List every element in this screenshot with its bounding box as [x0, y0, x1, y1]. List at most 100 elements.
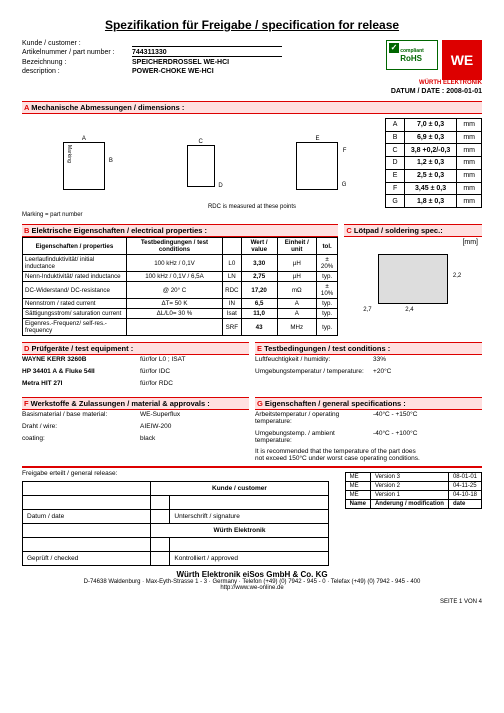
kv-key: coating:	[22, 435, 131, 442]
etable-cell: typ.	[316, 309, 338, 319]
dim-key: F	[386, 182, 404, 195]
kv-val: -40°C - +100°C	[373, 430, 482, 444]
artno-value: 744311330	[132, 49, 282, 57]
ver-cell: date	[448, 500, 481, 509]
dim-label-g: G	[342, 182, 347, 188]
lotpad-unit: [mm]	[344, 237, 482, 248]
dim-val: 1,8 ± 0,3	[404, 195, 457, 208]
etable-cell: @ 20° C	[126, 282, 222, 299]
dim-key: A	[386, 119, 404, 132]
etable-cell: µH	[277, 255, 316, 272]
etable-head: tol.	[316, 238, 338, 255]
wurth-text: WÜRTH ELEKTRONIK	[386, 80, 482, 86]
section-e-title: Testbedingungen / test conditions :	[262, 344, 390, 353]
sig-wurth: Würth Elektronik	[151, 524, 328, 538]
dim-unit: mm	[457, 195, 482, 208]
mech-drawing: A Marking B C D E F G	[22, 118, 379, 208]
etable-head: Wert / value	[241, 238, 277, 255]
section-f-title: Werkstoffe & Zulassungen / material & ap…	[29, 399, 210, 408]
rohs-logo: compliantRoHS	[386, 40, 438, 70]
dim-key: B	[386, 131, 404, 144]
page-number: SEITE 1 VON 4	[22, 599, 482, 605]
kv-key: Arbeitstemperatur / operating temperatur…	[255, 411, 364, 425]
kv-val: WE-Superflux	[140, 411, 249, 418]
sig-kunde: Kunde / customer	[151, 482, 328, 496]
kv-key: Umgebungstemperatur / temperature:	[255, 368, 364, 375]
dim-unit: mm	[457, 119, 482, 132]
secg-note2: not exceed 150°C under worst case operat…	[255, 455, 482, 462]
section-a-header: A Mechanische Abmessungen / dimensions :	[22, 101, 482, 114]
dim-unit: mm	[457, 144, 482, 157]
etable-cell: Isat	[223, 309, 241, 319]
etable-head	[223, 238, 241, 255]
we-logo: WE	[442, 40, 482, 80]
kv-val: black	[140, 435, 249, 442]
ver-cell: Version 2	[370, 482, 448, 491]
version-table: MEVersion 308-01-01MEVersion 204-11-25ME…	[345, 472, 482, 509]
ver-cell: 04-10-18	[448, 491, 481, 500]
ver-cell: Name	[345, 500, 370, 509]
etable-cell: ΔL/L0= 30 %	[126, 309, 222, 319]
section-e-header: E Testbedingungen / test conditions :	[255, 342, 482, 355]
release-label: Freigabe erteilt / general release:	[22, 470, 329, 477]
bez-label: Bezeichnung :	[22, 59, 132, 66]
etable-cell: 17,20	[241, 282, 277, 299]
artno-label: Artikelnummer / part number :	[22, 49, 132, 57]
kv-val: für/for IDC	[140, 368, 249, 375]
etable-cell: Nennstrom / rated current	[23, 299, 127, 309]
etable-cell: DC-Widerstand/ DC-resistance	[23, 282, 127, 299]
dim-unit: mm	[457, 182, 482, 195]
etable-cell: 100 kHz / 0,1V / 6,5A	[126, 272, 222, 282]
dim-unit: mm	[457, 169, 482, 182]
etable-head: Einheit / unit	[277, 238, 316, 255]
secg-note1: It is recommended that the temperature o…	[255, 448, 482, 455]
section-f-rows: Basismaterial / base material:WE-Superfl…	[22, 410, 249, 443]
dim-val: 2,5 ± 0,3	[404, 169, 457, 182]
etable-cell: L0	[223, 255, 241, 272]
kv-key: Draht / wire:	[22, 423, 131, 430]
datum-label: DATUM / DATE :	[391, 88, 444, 95]
dim-val: 7,0 ± 0,3	[404, 119, 457, 132]
bez-value: SPEICHERDROSSEL WE-HCI	[132, 59, 229, 66]
section-b-header: B Elektrische Eigenschaften / electrical…	[22, 224, 338, 237]
etable-cell: 43	[241, 319, 277, 336]
kv-key: Umgebungstemp. / ambient temperature:	[255, 430, 364, 444]
section-d-title: Prüfgeräte / test equipment :	[29, 344, 133, 353]
dim-unit: mm	[457, 131, 482, 144]
kunde-label: Kunde / customer :	[22, 40, 132, 47]
header: Kunde / customer : Artikelnummer / part …	[22, 40, 482, 86]
section-d-rows: WAYNE KERR 3260Bfür/for L0 ; ISATHP 3440…	[22, 355, 249, 388]
dim-val: 1,2 ± 0,3	[404, 157, 457, 170]
etable-cell: 11,0	[241, 309, 277, 319]
etable-cell: Nenn-Induktivität/ rated inductance	[23, 272, 127, 282]
etable-cell: mΩ	[277, 282, 316, 299]
kv-val: für/for RDC	[140, 380, 249, 387]
section-c-header: C Lötpad / soldering spec.:	[344, 224, 482, 237]
drawing-box-3	[296, 142, 338, 190]
dim-key: G	[386, 195, 404, 208]
etable-cell: ΔT= 50 K	[126, 299, 222, 309]
dim-label-b: B	[109, 158, 113, 164]
section-d-header: D Prüfgeräte / test equipment :	[22, 342, 249, 355]
kv-key: WAYNE KERR 3260B	[22, 356, 131, 363]
etable-cell: Leerlaufinduktivität/ initial inductance	[23, 255, 127, 272]
lotpad-dim-h: 2,2	[453, 273, 461, 279]
dim-label-d: D	[218, 183, 222, 189]
dim-key: D	[386, 157, 404, 170]
etable-cell: typ.	[316, 272, 338, 282]
kv-key: HP 34401 A & Fluke 54II	[22, 368, 131, 375]
header-left: Kunde / customer : Artikelnummer / part …	[22, 40, 386, 86]
etable-cell: 100 kHz / 0,1V	[126, 255, 222, 272]
section-g-title: Eigenschaften / general specifications :	[263, 399, 406, 408]
ver-cell: Änderung / modification	[370, 500, 448, 509]
lotpad-drawing: 2,2 2,7 2,4	[378, 254, 448, 304]
etable-cell: 6,5	[241, 299, 277, 309]
etable-cell: typ.	[316, 319, 338, 336]
kv-val: -40°C - +150°C	[373, 411, 482, 425]
footer-company: Würth Elektronik eiSos GmbH & Co. KG	[22, 570, 482, 579]
dim-val: 3,45 ± 0,3	[404, 182, 457, 195]
etable-cell: IN	[223, 299, 241, 309]
kv-key: Luftfeuchtigkeit / humidity:	[255, 356, 364, 363]
section-a-body: A Marking B C D E F G A7,0 ± 0,3mmB6,9 ±…	[22, 114, 482, 208]
etable-head: Eigenschaften / properties	[23, 238, 127, 255]
